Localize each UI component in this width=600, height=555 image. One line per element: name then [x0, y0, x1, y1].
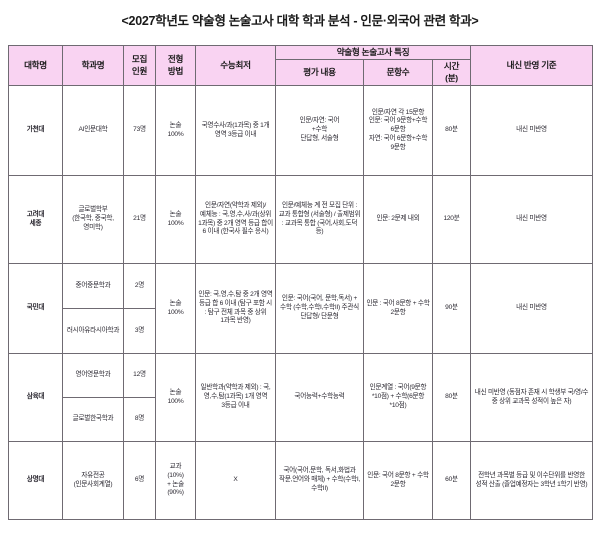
cell-item-count: 인문 : 국어 8문항 + 수학 2문항	[363, 263, 433, 355]
cell-method-line1: 논술	[169, 210, 182, 218]
cell-method-line1: 논술	[169, 388, 182, 396]
cell-method-line2: 100%	[167, 308, 184, 316]
cell-min-csat: 인문/자연(약학과 제외)/예체능 : 국,영,수,사/과(상위 1과목) 중 …	[195, 175, 276, 265]
cell-eval-content: 국어(국어,문학, 독서,화법과 작문,언어와 매체) + 수학(수학I,수학I…	[275, 441, 364, 521]
cell-method-line1: 논술	[169, 299, 182, 307]
col-header-time-line1: 시간	[443, 61, 460, 72]
cell-university: 국민대	[8, 263, 63, 355]
cell-gpa-criteria: 내신 미반영 (동점자 존재 시 학생부 국/영/수 중 상위 교과목 성적이 …	[470, 353, 594, 443]
cell-method: 논술 100%	[155, 85, 196, 177]
cell-university: 상명대	[8, 441, 63, 521]
col-header-method-line1: 전형	[167, 54, 184, 65]
cell-department: 자유전공 (인문사회계열)	[62, 441, 124, 521]
cell-department: 영어영문학과	[62, 353, 124, 399]
cell-min-csat: X	[195, 441, 276, 521]
col-header-department: 학과명	[62, 44, 124, 87]
cell-method-line1: 논술	[169, 121, 182, 129]
cell-department: AI인문대학	[62, 85, 124, 177]
col-header-gpa-criteria: 내신 반영 기준	[470, 44, 594, 87]
cell-gpa-criteria: 내신 미반영	[470, 175, 594, 265]
cell-quota: 6명	[123, 441, 156, 521]
cell-gpa-criteria: 내신 미반영	[470, 85, 594, 177]
cell-eval-content: 국어능력+수학능력	[275, 353, 364, 443]
cell-department: 글로벌한국학과	[62, 397, 124, 443]
cell-item-count: 인문계열 : 국어(9문항*10점) + 수학(6문항*10점)	[363, 353, 433, 443]
cell-item-count: 인문: 2문제 내외	[363, 175, 433, 265]
cell-department: 러시아유라시아학과	[62, 308, 124, 355]
cell-method-line2: 100%	[167, 397, 184, 405]
cell-gpa-criteria: 전학년 과목별 등급 및 이수단위를 반영한 성적 산출 (졸업예정자는 3학년…	[470, 441, 594, 521]
col-header-quota-line1: 모집	[131, 54, 148, 65]
cell-method-line2: 100%	[167, 219, 184, 227]
col-header-eval-content: 평가 내용	[275, 59, 364, 87]
table-row: 글로벌한국학과 8명	[9, 397, 593, 443]
table-row: 고려대 세종 글로벌학부 (한국학, 중국학, 영미학) 21명 논술 100% 인…	[8, 175, 594, 265]
cell-item-count: 인문/자연 각 15문항 인문: 국어 9문항+수학 6문항 자연: 국어 6문항+…	[363, 85, 433, 177]
cell-method: 논술 100%	[155, 353, 196, 443]
col-header-method-line2: 방법	[167, 65, 184, 76]
cell-method: 논술 100%	[155, 263, 196, 355]
cell-quota: 2명	[123, 263, 156, 310]
col-header-method: 전형 방법	[155, 44, 196, 87]
cell-method-line2: 100%	[167, 130, 184, 138]
cell-quota: 8명	[123, 397, 156, 443]
cell-eval-content: 인문/자연: 국어 +수학 단답형, 서술형	[275, 85, 364, 177]
cell-time: 80분	[431, 353, 472, 443]
cell-university: 고려대 세종	[8, 175, 63, 265]
cell-method: 교과 (10%) + 논술 (90%)	[155, 441, 196, 521]
col-header-university: 대학명	[8, 44, 63, 87]
table-header: 대학명 학과명 모집 인원 전형 방법 수능최저 약술형 논술고사 특징 내신 …	[8, 44, 594, 87]
col-header-time-line2: (분)	[445, 72, 458, 83]
cell-min-csat: 일반학과(약학과 제외) : 국,영,수,탐(1과목) 1개 영역 3등급 이내	[195, 353, 276, 443]
cell-department: 중어중문학과	[62, 263, 124, 310]
cell-item-count: 인문: 국어 8문항 + 수학 2문항	[363, 441, 433, 521]
header-row-top: 대학명 학과명 모집 인원 전형 방법 수능최저 약술형 논술고사 특징 내신 …	[8, 44, 594, 87]
cell-eval-content: 인문/예체능 계 전 모집 단위 : 교과 통합형 (서술형) / 출제범위 :…	[275, 175, 364, 265]
header-row-sub: 평가 내용 문항수 시간 (분)	[9, 59, 593, 87]
cell-university: 가천대	[8, 85, 63, 177]
cell-min-csat: 국영수사/과(1과목) 중 1개 영역 3등급 이내	[195, 85, 276, 177]
cell-quota: 73명	[123, 85, 156, 177]
cell-min-csat: 인문: 국,영,수,탐 중 2개 영역 등급 합 6 이내 (탐구 포함 시 :…	[195, 263, 276, 355]
cell-quota: 12명	[123, 353, 156, 399]
cell-method: 논술 100%	[155, 175, 196, 265]
table-row: 삼육대 영어영문학과 12명 논술 100% 일반학과(약학과 제외) : 국,…	[8, 353, 594, 443]
col-header-min-csat: 수능최저	[195, 44, 276, 87]
analysis-table: 대학명 학과명 모집 인원 전형 방법 수능최저 약술형 논술고사 특징 내신 …	[8, 44, 594, 521]
cell-time: 80분	[431, 85, 472, 177]
col-header-quota: 모집 인원	[123, 44, 156, 87]
table-row: 국민대 중어중문학과 2명 논술 100% 인문: 국,영,수,탐 중 2개 영…	[8, 263, 594, 355]
cell-time: 60분	[431, 441, 472, 521]
cell-gpa-criteria: 내신 미반영	[470, 263, 594, 355]
cell-time: 90분	[431, 263, 472, 355]
col-header-essay-group: 약술형 논술고사 특징	[274, 44, 472, 61]
cell-department: 글로벌학부 (한국학, 중국학, 영미학)	[62, 175, 124, 265]
cell-university: 삼육대	[8, 353, 63, 443]
cell-quota: 21명	[123, 175, 156, 265]
cell-time: 120분	[431, 175, 472, 265]
table-body: 가천대 AI인문대학 73명 논술 100% 국영수사/과(1과목) 중 1개 …	[8, 85, 594, 521]
col-header-item-count: 문항수	[363, 59, 433, 87]
page-title: <2027학년도 약술형 논술고사 대학 학과 분석 - 인문·외국어 관련 학…	[121, 14, 479, 28]
table-row: 가천대 AI인문대학 73명 논술 100% 국영수사/과(1과목) 중 1개 …	[8, 85, 594, 177]
col-header-time: 시간 (분)	[431, 59, 472, 87]
table-row: 상명대 자유전공 (인문사회계열) 6명 교과 (10%) + 논술 (90%) X 국…	[8, 441, 594, 521]
cell-eval-content: 인문: 국어(국어, 문학,독서) + 수학 (수학,수학I,수학II) 주관식…	[275, 263, 364, 355]
cell-quota: 3명	[123, 308, 156, 355]
col-header-quota-line2: 인원	[131, 65, 148, 76]
